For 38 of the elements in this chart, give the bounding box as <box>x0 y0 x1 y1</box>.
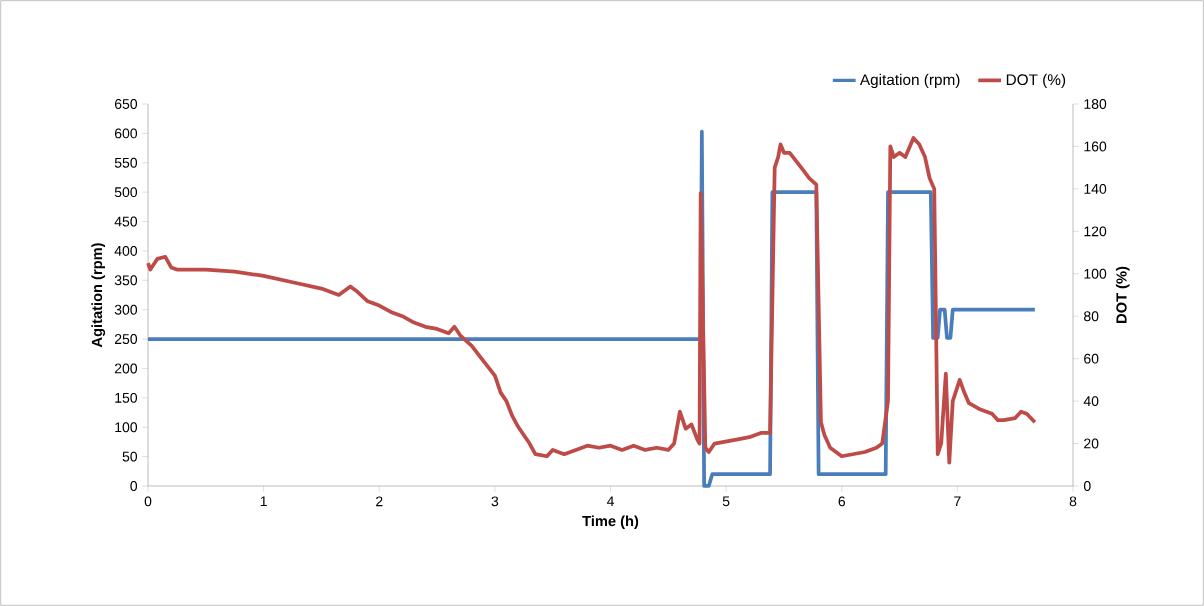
y-tick-label: 300 <box>114 304 138 315</box>
x-tick-label: 7 <box>954 496 961 507</box>
legend-label: Agitation (rpm) <box>859 73 960 89</box>
x-tick-label: 5 <box>722 496 730 507</box>
x-tick-label: 1 <box>260 496 267 507</box>
y2-tick-label: 40 <box>1083 396 1099 407</box>
y-tick-label: 550 <box>114 157 138 168</box>
y2-tick-label: 180 <box>1084 99 1107 109</box>
y-tick-label: 500 <box>114 187 138 198</box>
x-tick-label: 8 <box>1069 496 1077 507</box>
y-tick-label: 350 <box>114 275 138 286</box>
x-tick-label: 2 <box>376 496 383 507</box>
y-tick-label: 0 <box>130 481 138 491</box>
y2-tick-label: 60 <box>1084 353 1099 364</box>
legend-label: DOT (%) <box>1006 73 1066 89</box>
y-tick-label: 650 <box>114 99 138 109</box>
y-axis-title: Agitation (rpm) <box>91 243 106 348</box>
y-tick-label: 50 <box>122 451 138 462</box>
y-tick-label: 400 <box>114 245 138 256</box>
y2-axis-title: DOT (%) <box>1115 266 1130 323</box>
y-tick-label: 150 <box>115 392 138 403</box>
y2-tick-label: 0 <box>1083 481 1091 491</box>
y2-tick-label: 140 <box>1084 183 1107 194</box>
y-tick-label: 600 <box>114 128 138 139</box>
x-tick-label: 3 <box>491 496 499 507</box>
y2-tick-label: 120 <box>1084 226 1107 237</box>
x-tick-label: 0 <box>144 496 152 507</box>
y-tick-label: 450 <box>114 216 138 227</box>
x-tick-label: 6 <box>838 496 846 507</box>
y2-tick-label: 20 <box>1084 438 1099 449</box>
x-tick-label: 4 <box>606 496 614 507</box>
y2-tick-label: 160 <box>1084 141 1107 152</box>
y2-tick-label: 80 <box>1084 311 1099 322</box>
y-tick-label: 250 <box>114 334 138 345</box>
y-tick-label: 100 <box>115 422 138 433</box>
x-axis-title: Time (h) <box>582 515 639 530</box>
y2-tick-label: 100 <box>1084 268 1107 279</box>
y-tick-label: 200 <box>114 363 138 374</box>
